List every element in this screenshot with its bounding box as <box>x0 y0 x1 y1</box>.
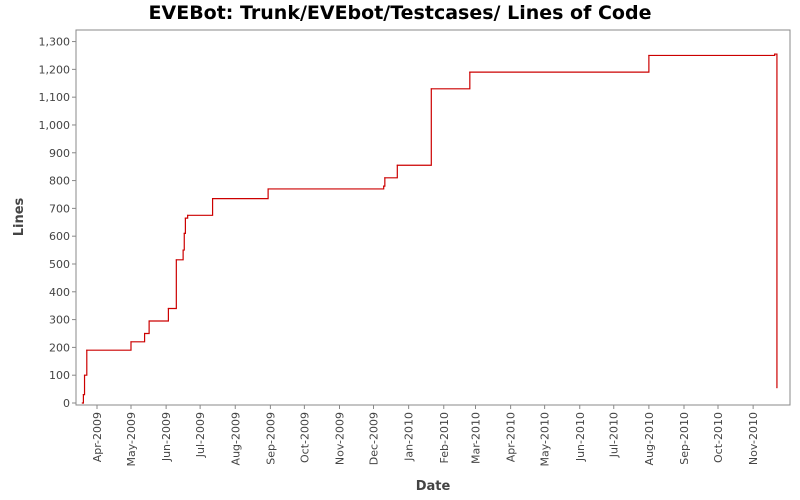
data-point <box>648 54 650 57</box>
x-axis: Apr-2009 May-2009 Jun-2009 Jul-2009 Aug-2009… <box>91 405 760 467</box>
x-axis-title: Date <box>416 479 451 494</box>
data-point <box>430 88 432 90</box>
y-tick-label: 200 <box>49 341 70 354</box>
y-tick-label: 900 <box>49 147 70 160</box>
y-axis-title: Lines <box>12 197 27 236</box>
data-point <box>167 307 169 310</box>
x-tick-label: Jul-2010 <box>608 412 621 458</box>
data-point <box>774 53 776 55</box>
x-tick-label: Nov-2009 <box>334 412 347 465</box>
x-tick-label: Sep-2010 <box>678 412 691 465</box>
x-tick-label: May-2010 <box>539 412 552 467</box>
plot-area <box>75 29 791 406</box>
data-point <box>396 164 398 166</box>
data-point <box>182 249 184 251</box>
x-tick-label: Aug-2010 <box>643 412 656 465</box>
x-tick-label: Oct-2010 <box>712 412 725 463</box>
x-tick-label: Oct-2009 <box>298 412 311 463</box>
data-point <box>83 374 86 376</box>
y-tick-label: 800 <box>49 175 70 188</box>
y-tick-label: 400 <box>49 286 70 299</box>
y-tick-label: 500 <box>49 258 70 271</box>
x-tick-label: Apr-2010 <box>505 412 518 462</box>
data-point <box>187 214 189 216</box>
data-point <box>776 387 778 389</box>
x-tick-label: Mar-2010 <box>469 412 482 464</box>
data-point <box>143 332 146 335</box>
data-point <box>267 188 269 190</box>
x-tick-label: Apr-2009 <box>91 412 104 462</box>
x-tick-label: Jul-2009 <box>194 412 207 458</box>
data-point <box>130 341 132 343</box>
y-axis: 0 100 200 300 400 500 600 700 800 900 1,000 1,100 1,… <box>39 36 76 410</box>
data-point <box>175 259 177 261</box>
x-tick-label: Dec-2009 <box>368 412 381 465</box>
y-tick-label: 1,000 <box>39 119 71 132</box>
data-point <box>81 402 83 404</box>
x-tick-label: Feb-2010 <box>438 412 451 463</box>
y-tick-label: 600 <box>49 230 70 243</box>
data-point <box>383 185 385 187</box>
data-point <box>211 198 214 200</box>
y-tick-label: 300 <box>49 314 70 327</box>
y-tick-label: 1,200 <box>39 63 71 76</box>
data-point <box>183 232 185 235</box>
series-layer <box>81 53 778 404</box>
data-point <box>148 320 150 322</box>
data-point <box>384 177 386 179</box>
y-tick-label: 1,100 <box>39 91 71 104</box>
data-point <box>82 394 84 396</box>
y-tick-label: 100 <box>49 369 70 382</box>
x-tick-label: Sep-2009 <box>264 412 277 465</box>
x-tick-label: Jun-2010 <box>574 412 587 462</box>
y-tick-label: 700 <box>49 202 70 215</box>
data-point <box>469 71 471 73</box>
y-tick-label: 0 <box>63 397 70 410</box>
x-tick-label: May-2009 <box>125 412 138 467</box>
data-point <box>86 349 88 351</box>
x-tick-label: Jan-2010 <box>403 412 416 462</box>
y-tick-label: 1,300 <box>39 36 71 49</box>
x-tick-label: Jun-2009 <box>160 412 173 462</box>
data-point <box>184 217 186 219</box>
x-tick-label: Aug-2009 <box>229 412 242 465</box>
x-tick-label: Nov-2010 <box>747 412 760 465</box>
chart-title: EVEBot: Trunk/EVEbot/Testcases/ Lines of… <box>148 2 652 24</box>
